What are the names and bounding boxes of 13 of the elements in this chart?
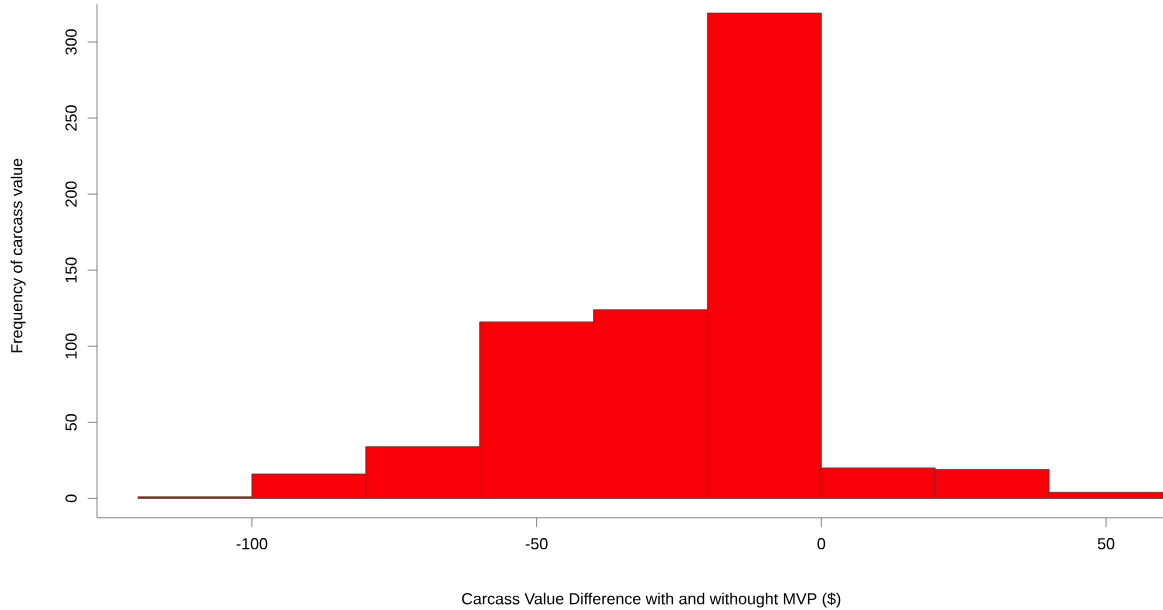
y-tick-label: 300	[65, 29, 77, 55]
y-tick-label: 150	[65, 257, 77, 283]
x-axis-title: Carcass Value Difference with and withought MVP ($)	[462, 592, 841, 608]
y-tick-label: 200	[65, 181, 77, 207]
y-axis-title: Frequency of carcass value	[10, 158, 26, 353]
x-tick-label: -100	[236, 538, 268, 550]
y-tick-label: 50	[65, 414, 77, 431]
y-tick-label: 0	[65, 494, 77, 503]
x-tick-label: 0	[817, 538, 826, 550]
x-tick-label: 50	[1097, 538, 1115, 550]
y-tick-label: 250	[65, 105, 77, 131]
x-tick-label: -50	[525, 538, 548, 550]
y-tick-label: 100	[65, 333, 77, 359]
